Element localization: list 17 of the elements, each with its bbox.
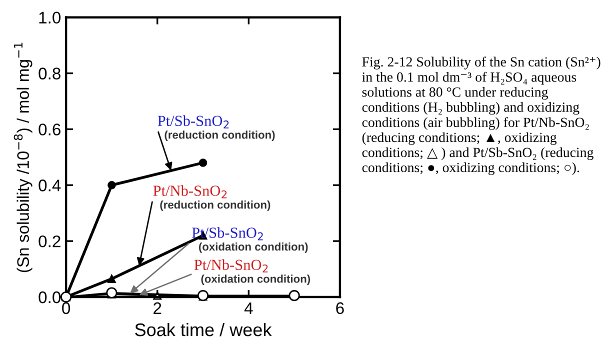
y-tick-label: 1.0 <box>39 12 61 24</box>
x-axis-title: Soak time / week <box>135 322 272 336</box>
y-axis-title: (Sn solubility /10$^{−8}$) / mol mg$^{−1}$ <box>14 42 32 272</box>
annotation: Pt/Nb-SnO$_{2}$ (reduction condition) <box>153 185 270 211</box>
annotation: Pt/Nb-SnO$_{2}$ (oxidation condition) <box>194 259 310 285</box>
y-tick-label: 0.4 <box>38 180 61 192</box>
x-tick-label: 2 <box>154 302 162 314</box>
annotation: Pt/Sb-SnO$_{2}$ (oxidation condition) <box>192 227 308 253</box>
y-tick-label: 0.2 <box>38 235 60 248</box>
y-tick-label: 0.0 <box>38 291 61 304</box>
y-tick-label: 0.8 <box>38 68 60 80</box>
x-tick-label: 0 <box>62 302 70 314</box>
x-tick-label: 4 <box>244 302 253 314</box>
y-tick-label: 0.6 <box>38 124 60 136</box>
annotation: Pt/Sb-SnO$_{2}$ (reduction condition) <box>158 115 275 141</box>
caption: Fig. 2-12 Solubility of the Sn cation (Sn²⁺) in the 0.1 mol dm⁻³ of H₂SO₄ aqueous solutions at 80 °C under reducing conditions (H₂ bubbling) and oxidizing conditions (air bubbling) for Pt/Nb-SnO₂ (reducing conditions; ▲, oxidizing conditions; △ ) and Pt/Sb-SnO₂ (reducing conditions; ●, oxidizing conditions; ○). <box>362 56 600 176</box>
x-tick-label: 6 <box>336 302 344 314</box>
